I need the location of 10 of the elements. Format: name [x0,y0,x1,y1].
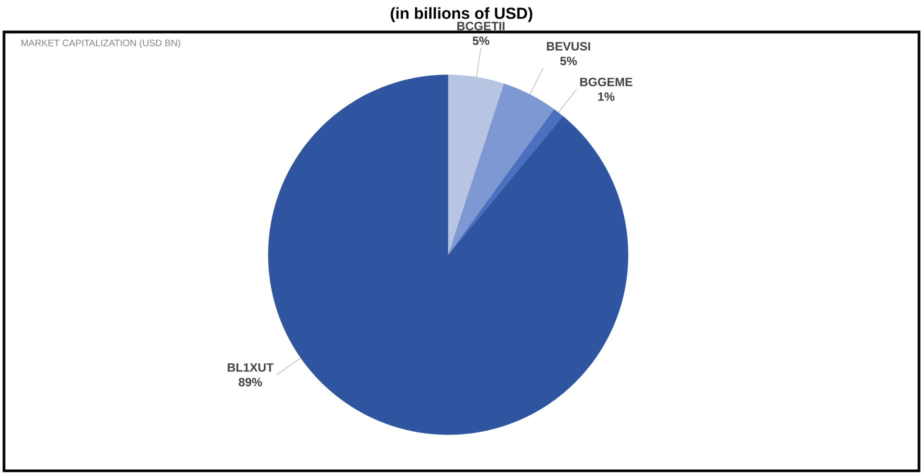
data-label: 1% [598,92,614,101]
slice-label: BCGETII [457,22,504,30]
data-label: 5% [560,56,577,66]
data-label: 5% [472,36,490,46]
slice-label: BGGEME [580,78,632,86]
slice-label: BL1XUT [228,363,274,372]
chart-title: (in billions of USD) [390,7,532,22]
data-label: 89% [238,378,262,386]
slice-label: BEVUSI [546,42,590,51]
text: MARKET CAPITALIZATION (USD BN) [22,39,180,48]
